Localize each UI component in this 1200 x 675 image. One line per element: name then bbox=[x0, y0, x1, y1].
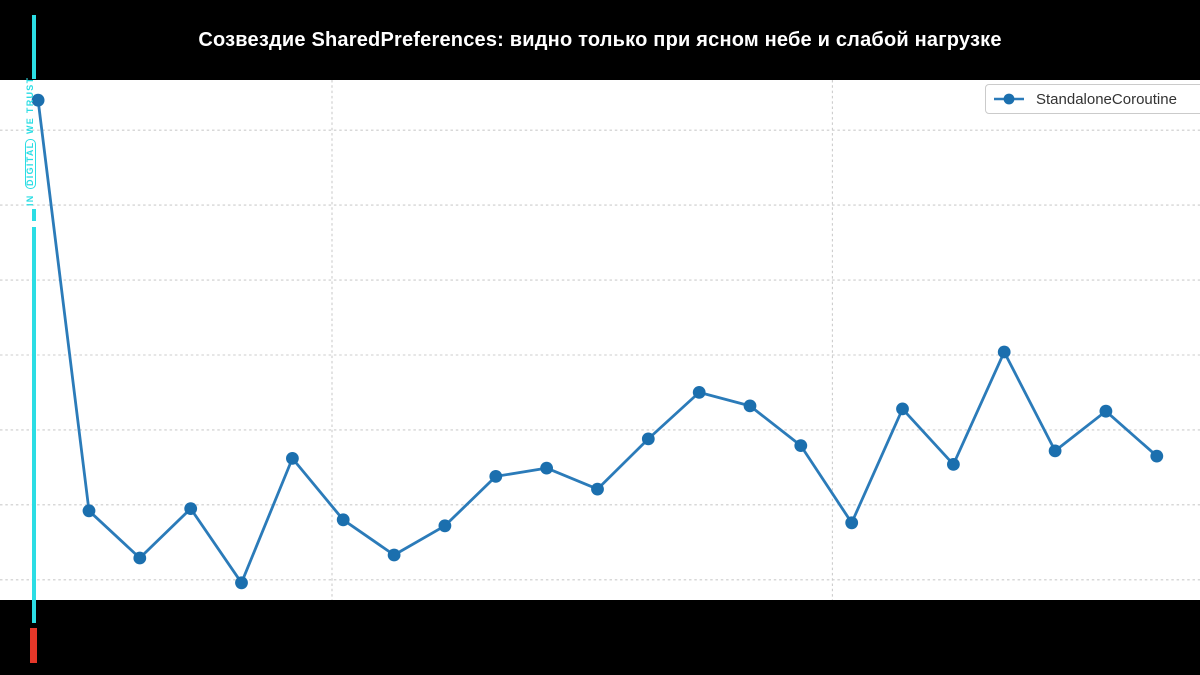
legend: StandaloneCoroutine bbox=[985, 84, 1200, 114]
watermark-text: IN DIGITAL WE TRUST bbox=[24, 76, 36, 208]
watermark-line-main-segment bbox=[32, 227, 36, 623]
watermark-suffix: WE TRUST bbox=[24, 76, 35, 134]
watermark-line-top-segment bbox=[32, 15, 36, 79]
plot-area bbox=[0, 80, 1200, 600]
line-chart bbox=[0, 80, 1200, 600]
bottom-bar bbox=[0, 600, 1200, 675]
legend-label: StandaloneCoroutine bbox=[1036, 90, 1177, 108]
title-bar: Созвездие SharedPreferences: видно тольк… bbox=[0, 0, 1200, 80]
watermark-prefix: IN bbox=[24, 194, 35, 206]
legend-line-marker-icon bbox=[994, 93, 1024, 105]
watermark-line-dash-segment bbox=[32, 209, 36, 221]
watermark-red-bar bbox=[30, 628, 37, 663]
watermark-bracketed-word: DIGITAL bbox=[24, 138, 36, 190]
chart-title: Созвездие SharedPreferences: видно тольк… bbox=[198, 28, 1002, 51]
